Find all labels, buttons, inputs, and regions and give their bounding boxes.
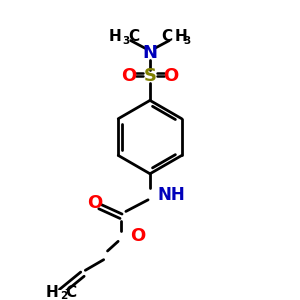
Text: H: H xyxy=(108,29,121,44)
Text: O: O xyxy=(87,194,103,212)
Text: C: C xyxy=(128,29,139,44)
Text: 3: 3 xyxy=(122,35,129,46)
Text: NH: NH xyxy=(158,186,185,204)
Text: O: O xyxy=(121,67,136,85)
Text: C: C xyxy=(65,285,76,300)
Text: C: C xyxy=(161,29,172,44)
Text: 3: 3 xyxy=(184,35,191,46)
Text: H: H xyxy=(46,285,58,300)
Text: N: N xyxy=(142,44,158,62)
Text: 2: 2 xyxy=(60,291,68,300)
Text: S: S xyxy=(143,67,157,85)
Text: O: O xyxy=(130,226,145,244)
Text: O: O xyxy=(164,67,179,85)
Text: H: H xyxy=(174,29,187,44)
